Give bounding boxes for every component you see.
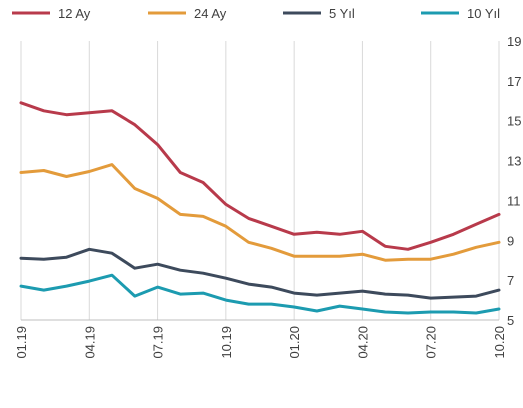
y-tick-label: 5 (507, 313, 514, 328)
y-tick-label: 9 (507, 233, 514, 248)
legend-item-3: 10 Yıl (421, 6, 500, 21)
legend-label: 24 Ay (194, 6, 227, 21)
x-tick-label: 04.19 (82, 326, 97, 359)
gridlines (20, 41, 500, 321)
x-tick-label: 10.19 (219, 326, 234, 359)
series-line-2 (19, 247, 501, 300)
x-tick-label: 01.19 (14, 326, 29, 359)
legend: 12 Ay 24 Ay 5 Yıl 10 Yıl (12, 6, 500, 21)
x-tick-label: 04.20 (355, 326, 370, 359)
legend-item-0: 12 Ay (12, 6, 91, 21)
legend-item-2: 5 Yıl (283, 6, 355, 21)
x-tick-label: 07.20 (424, 326, 439, 359)
y-tick-label: 7 (507, 273, 514, 288)
x-tick-label: 07.19 (151, 326, 166, 359)
series-line-3 (19, 273, 501, 315)
legend-item-1: 24 Ay (148, 6, 227, 21)
y-tick-label: 19 (507, 34, 521, 49)
y-axis: 5 7 9 11 13 15 17 19 (507, 34, 521, 328)
series-line-1 (19, 163, 501, 262)
legend-label: 5 Yıl (329, 6, 355, 21)
y-tick-label: 15 (507, 114, 521, 129)
series-lines (19, 101, 501, 315)
y-tick-label: 13 (507, 154, 521, 169)
x-tick-label: 01.20 (287, 326, 302, 359)
series-line-0 (19, 101, 501, 251)
x-axis: 01.19 04.19 07.19 10.19 01.20 04.20 07.20 10.20 (14, 326, 507, 359)
legend-label: 10 Yıl (467, 6, 500, 21)
x-tick-label: 10.20 (492, 326, 507, 359)
y-tick-label: 11 (507, 193, 521, 208)
y-tick-label: 17 (507, 74, 521, 89)
legend-label: 12 Ay (58, 6, 91, 21)
